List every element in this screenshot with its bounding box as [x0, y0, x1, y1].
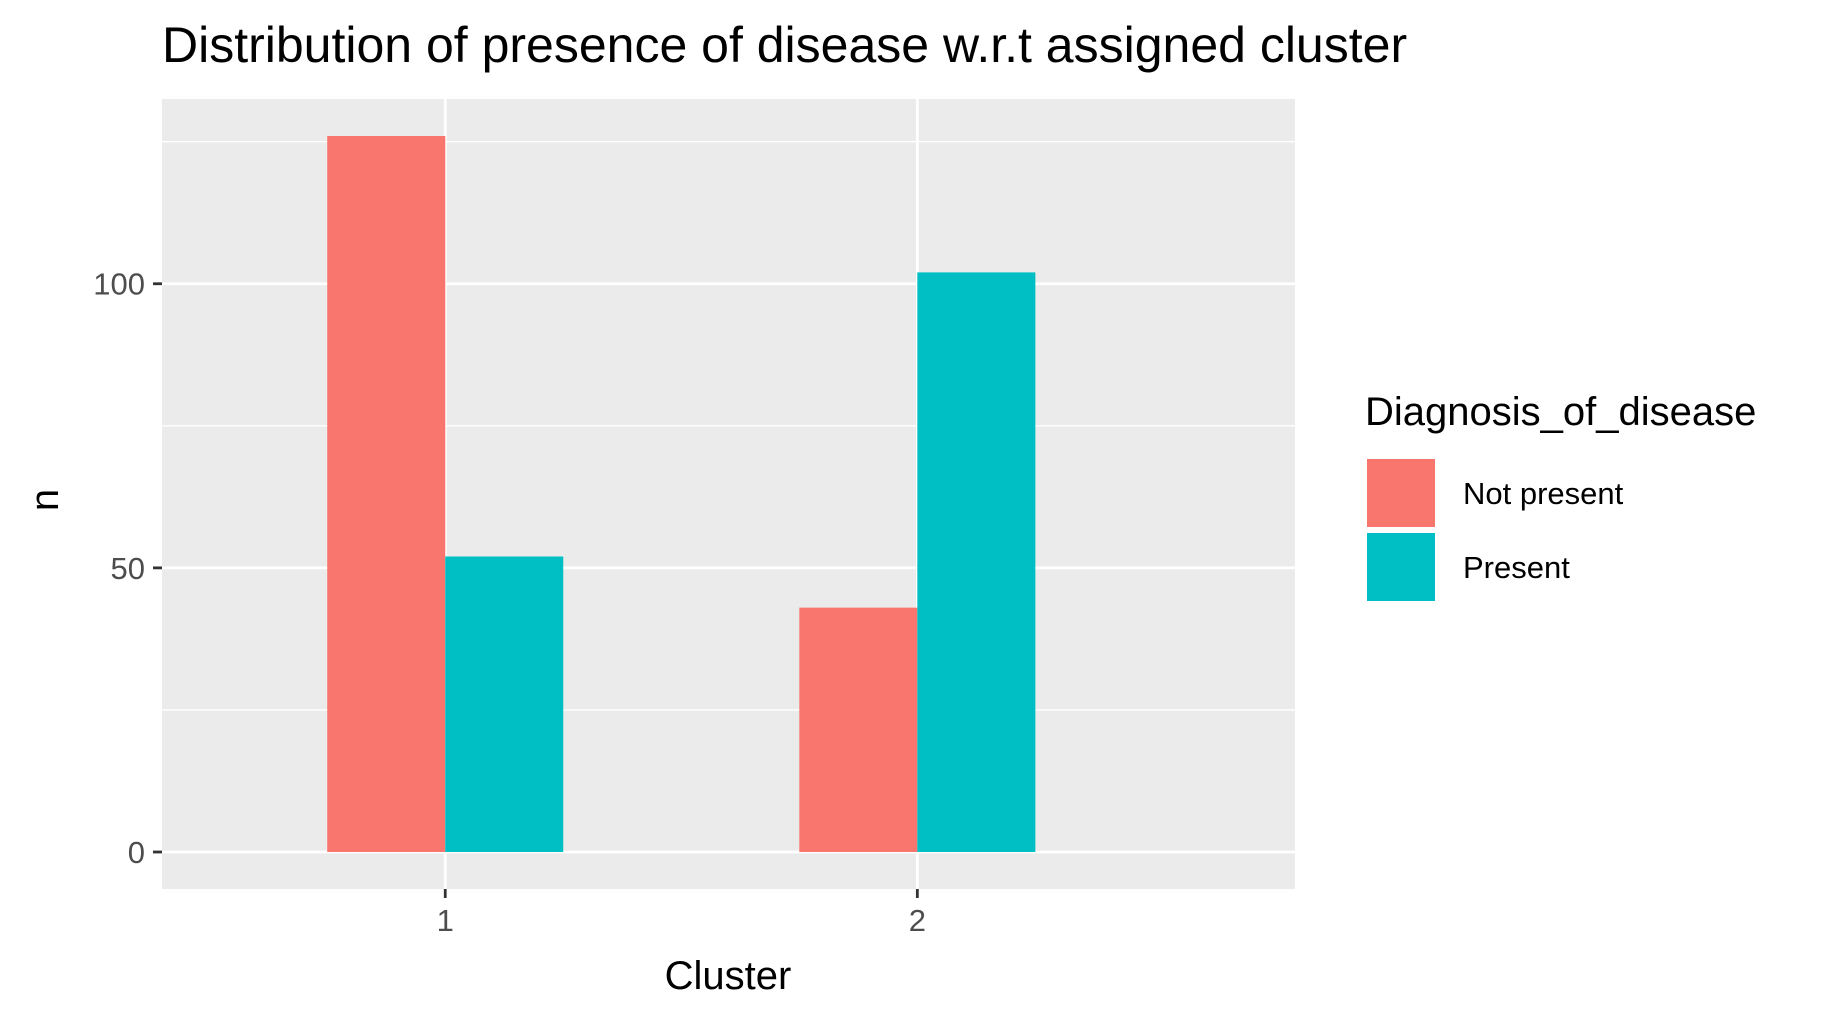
bar-not-present-cluster-2 — [799, 607, 918, 852]
y-tick-label: 50 — [111, 551, 145, 586]
bar-present-cluster-1 — [445, 556, 564, 852]
legend-label-not-present: Not present — [1463, 476, 1624, 511]
legend-key-present — [1365, 531, 1437, 603]
bar-present-cluster-2 — [917, 272, 1036, 852]
x-tick-label: 1 — [437, 903, 454, 938]
y-axis: 0 50 100 — [93, 267, 162, 870]
legend-key-not-present — [1365, 457, 1437, 529]
legend-label-present: Present — [1463, 550, 1570, 585]
y-axis-title: n — [23, 489, 67, 511]
bars — [327, 136, 1036, 852]
y-tick-label: 0 — [128, 835, 145, 870]
legend: Diagnosis_of_disease Not present Present — [1365, 390, 1756, 603]
bar-not-present-cluster-1 — [327, 136, 446, 852]
legend-title: Diagnosis_of_disease — [1365, 390, 1756, 434]
chart-title: Distribution of presence of disease w.r.… — [162, 17, 1407, 73]
y-tick-label: 100 — [93, 267, 145, 302]
x-tick-label: 2 — [909, 903, 926, 938]
x-axis-title: Cluster — [665, 954, 792, 998]
